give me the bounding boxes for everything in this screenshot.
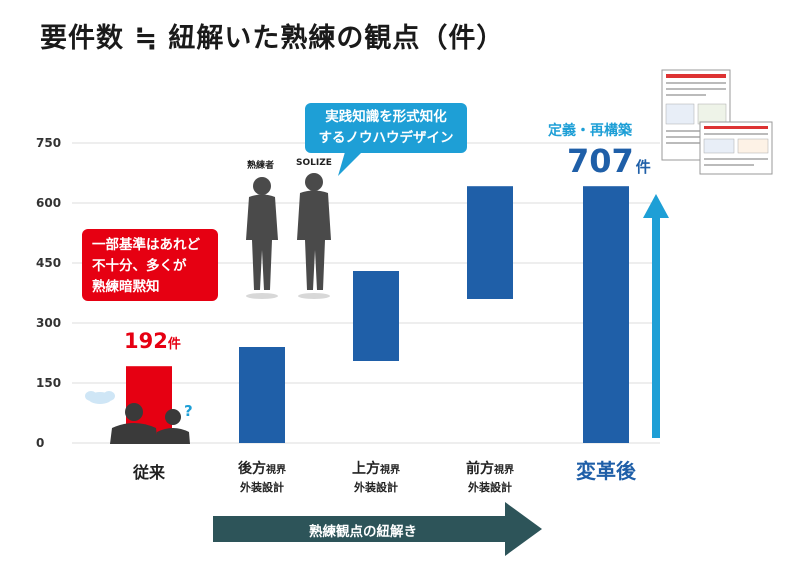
- x-sub-label: 外装設計: [353, 480, 398, 494]
- callout-line: 不十分、多くが: [92, 258, 187, 274]
- y-tick-label: 750: [36, 136, 61, 150]
- x-sub-label: 外装設計: [467, 480, 512, 494]
- unit-label: 件: [635, 158, 651, 176]
- consultant-silhouette: [297, 173, 331, 299]
- callout-pointer: [338, 152, 362, 176]
- x-tick-label: 従来: [132, 463, 166, 482]
- x-tick-label: 前方視界: [466, 460, 514, 477]
- value-192: 192: [124, 329, 168, 353]
- value-label-192: 192件: [124, 329, 181, 353]
- y-tick-label: 150: [36, 376, 61, 390]
- y-axis-ticks: 0 150 300 450 600 750: [36, 136, 61, 450]
- bar: [353, 271, 399, 361]
- arrow-label: 熟練観点の紐解き: [309, 524, 417, 540]
- x-tick-label: 変革後: [576, 459, 637, 483]
- increase-arrow-icon: [643, 194, 669, 438]
- x-sub-label: 外装設計: [239, 480, 284, 494]
- bar: [239, 347, 285, 443]
- redefine-label: 定義・再構築: [548, 123, 632, 139]
- bar: [467, 186, 513, 299]
- value-707: 707: [567, 142, 634, 180]
- callout-knowledge-design: 実践知識を形式知化 するノウハウデザイン: [305, 103, 467, 153]
- value-label-707: 707 件: [567, 142, 651, 180]
- y-tick-label: 0: [36, 436, 44, 450]
- y-tick-label: 450: [36, 256, 61, 270]
- unit-label: 件: [167, 337, 181, 352]
- bar: [583, 186, 629, 443]
- solize-label: SOLIZE: [296, 158, 332, 168]
- callout-line: するノウハウデザイン: [318, 130, 454, 146]
- callout-line: 実践知識を形式知化: [325, 109, 447, 125]
- expert-silhouette: [246, 177, 278, 299]
- progress-arrow: [213, 502, 542, 556]
- expert-label: 熟練者: [247, 161, 275, 171]
- callout-tacit-knowledge: 一部基準はあれど 不十分、多くが 熟練暗黙知: [82, 229, 218, 301]
- thinking-people-illustration: ?: [85, 391, 193, 444]
- y-tick-label: 600: [36, 196, 61, 210]
- callout-line: 熟練暗黙知: [92, 279, 160, 295]
- bars: [126, 186, 629, 443]
- page-title: 要件数 ≒ 紐解いた熟練の観点（件）: [40, 23, 505, 54]
- y-tick-label: 300: [36, 316, 61, 330]
- document-thumbnails-icon: [661, 69, 773, 175]
- callout-line: 一部基準はあれど: [92, 237, 200, 253]
- x-tick-label: 上方視界: [352, 460, 400, 477]
- question-mark: ?: [184, 402, 193, 420]
- x-tick-label: 後方視界: [238, 460, 286, 477]
